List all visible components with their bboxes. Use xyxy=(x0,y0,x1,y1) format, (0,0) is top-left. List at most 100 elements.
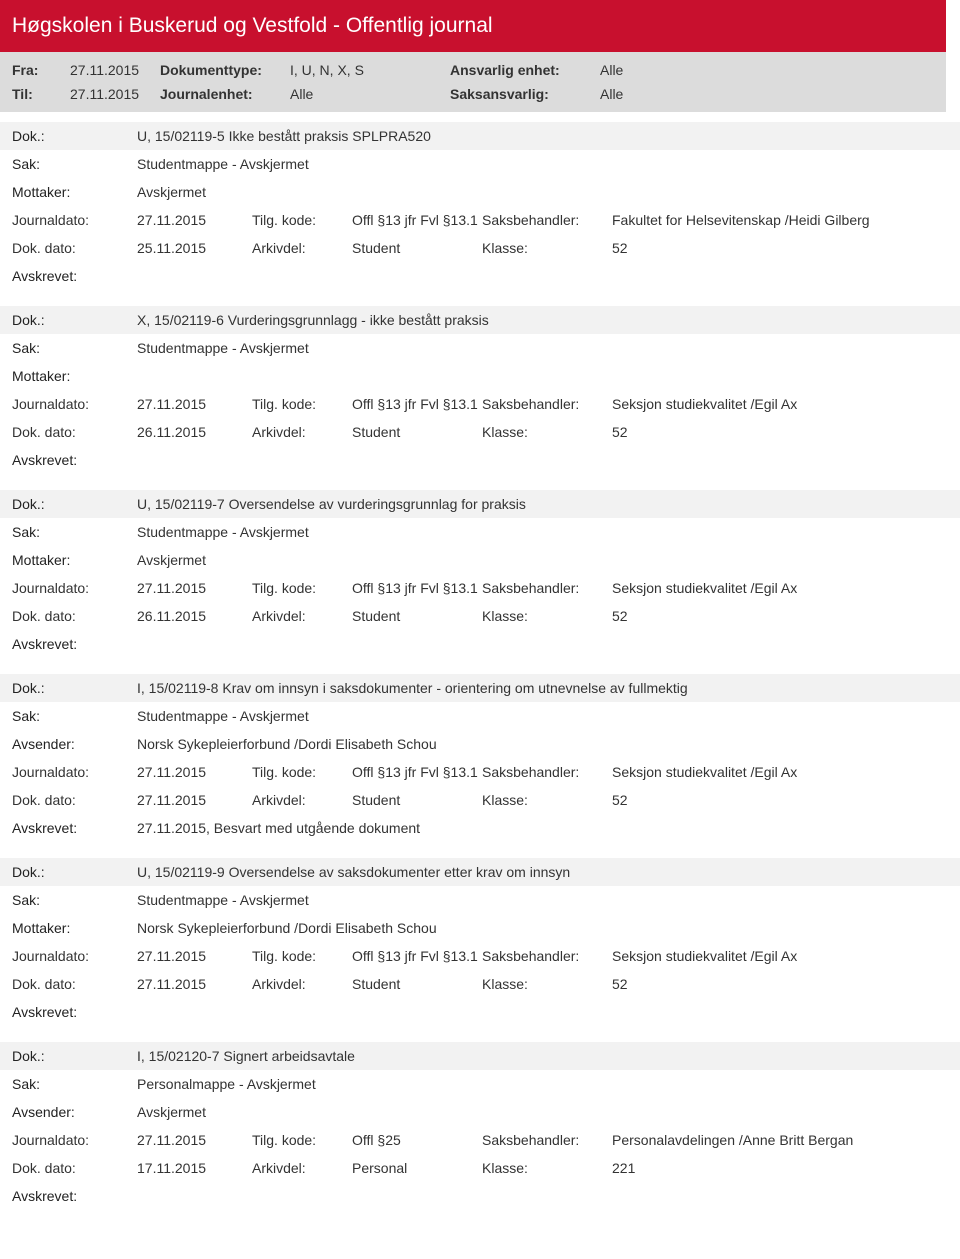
journal-entry: Dok.: U, 15/02119-7 Oversendelse av vurd… xyxy=(0,480,960,664)
tilgkode-value: Offl §13 jfr Fvl §13.1 xyxy=(352,580,482,596)
arkivdel-label: Arkivdel: xyxy=(252,792,352,808)
journalenhet-label: Journalenhet: xyxy=(160,86,290,102)
dok-label: Dok.: xyxy=(12,1048,137,1064)
saksbehandler-value: Seksjon studiekvalitet /Egil Ax xyxy=(612,764,960,780)
tilgkode-value: Offl §13 jfr Fvl §13.1 xyxy=(352,764,482,780)
party-label: Avsender: xyxy=(12,736,137,752)
sak-label: Sak: xyxy=(12,524,137,540)
dok-label: Dok.: xyxy=(12,128,137,144)
journaldato-value: 27.11.2015 xyxy=(137,764,252,780)
party-label: Mottaker: xyxy=(12,552,137,568)
klasse-value: 52 xyxy=(612,608,960,624)
saksbehandler-value: Seksjon studiekvalitet /Egil Ax xyxy=(612,580,960,596)
dok-value: U, 15/02119-5 Ikke bestått praksis SPLPR… xyxy=(137,128,960,144)
arkivdel-label: Arkivdel: xyxy=(252,976,352,992)
journaldato-label: Journaldato: xyxy=(12,948,137,964)
party-label: Avsender: xyxy=(12,1104,137,1120)
arkivdel-label: Arkivdel: xyxy=(252,424,352,440)
sak-label: Sak: xyxy=(12,340,137,356)
arkivdel-value: Student xyxy=(352,608,482,624)
saksbehandler-value: Seksjon studiekvalitet /Egil Ax xyxy=(612,396,960,412)
party-value: Norsk Sykepleierforbund /Dordi Elisabeth… xyxy=(137,920,960,936)
tilgkode-label: Tilg. kode: xyxy=(252,948,352,964)
journal-entry: Dok.: I, 15/02120-7 Signert arbeidsavtal… xyxy=(0,1032,960,1216)
party-label: Mottaker: xyxy=(12,920,137,936)
journal-entry: Dok.: X, 15/02119-6 Vurderingsgrunnlagg … xyxy=(0,296,960,480)
party-value: Norsk Sykepleierforbund /Dordi Elisabeth… xyxy=(137,736,960,752)
filter-bar: Fra: 27.11.2015 Dokumenttype: I, U, N, X… xyxy=(0,52,960,112)
journalenhet-value: Alle xyxy=(290,86,450,102)
avskrevet-label: Avskrevet: xyxy=(12,1004,137,1020)
doktype-value: I, U, N, X, S xyxy=(290,62,450,78)
klasse-label: Klasse: xyxy=(482,424,612,440)
ansvarlig-label: Ansvarlig enhet: xyxy=(450,62,600,78)
tilgkode-label: Tilg. kode: xyxy=(252,764,352,780)
sak-value: Studentmappe - Avskjermet xyxy=(137,156,960,172)
journaldato-value: 27.11.2015 xyxy=(137,948,252,964)
klasse-label: Klasse: xyxy=(482,976,612,992)
journaldato-label: Journaldato: xyxy=(12,396,137,412)
dokdato-label: Dok. dato: xyxy=(12,240,137,256)
journal-entry: Dok.: U, 15/02119-5 Ikke bestått praksis… xyxy=(0,112,960,296)
saksansvarlig-value: Alle xyxy=(600,86,720,102)
ansvarlig-value: Alle xyxy=(600,62,720,78)
dok-label: Dok.: xyxy=(12,680,137,696)
saksbehandler-value: Personalavdelingen /Anne Britt Bergan xyxy=(612,1132,960,1148)
arkivdel-value: Personal xyxy=(352,1160,482,1176)
klasse-value: 52 xyxy=(612,240,960,256)
klasse-value: 52 xyxy=(612,976,960,992)
dok-value: I, 15/02120-7 Signert arbeidsavtale xyxy=(137,1048,960,1064)
dokdato-value: 25.11.2015 xyxy=(137,240,252,256)
dokdato-value: 26.11.2015 xyxy=(137,608,252,624)
tilgkode-label: Tilg. kode: xyxy=(252,212,352,228)
avskrevet-label: Avskrevet: xyxy=(12,1188,137,1204)
tilgkode-label: Tilg. kode: xyxy=(252,580,352,596)
dokdato-value: 27.11.2015 xyxy=(137,976,252,992)
party-label: Mottaker: xyxy=(12,184,137,200)
dokdato-value: 27.11.2015 xyxy=(137,792,252,808)
tilgkode-value: Offl §13 jfr Fvl §13.1 xyxy=(352,948,482,964)
dok-label: Dok.: xyxy=(12,312,137,328)
avskrevet-label: Avskrevet: xyxy=(12,636,137,652)
dok-label: Dok.: xyxy=(12,864,137,880)
klasse-label: Klasse: xyxy=(482,240,612,256)
dokdato-value: 26.11.2015 xyxy=(137,424,252,440)
klasse-value: 52 xyxy=(612,424,960,440)
saksbehandler-label: Saksbehandler: xyxy=(482,580,612,596)
sak-label: Sak: xyxy=(12,892,137,908)
saksbehandler-value: Fakultet for Helsevitenskap /Heidi Gilbe… xyxy=(612,212,960,228)
journal-entry: Dok.: U, 15/02119-9 Oversendelse av saks… xyxy=(0,848,960,1032)
dok-value: U, 15/02119-9 Oversendelse av saksdokume… xyxy=(137,864,960,880)
saksbehandler-label: Saksbehandler: xyxy=(482,948,612,964)
arkivdel-label: Arkivdel: xyxy=(252,608,352,624)
doktype-label: Dokumenttype: xyxy=(160,62,290,78)
tilgkode-label: Tilg. kode: xyxy=(252,396,352,412)
klasse-value: 52 xyxy=(612,792,960,808)
dok-label: Dok.: xyxy=(12,496,137,512)
dokdato-label: Dok. dato: xyxy=(12,1160,137,1176)
arkivdel-label: Arkivdel: xyxy=(252,1160,352,1176)
avskrevet-label: Avskrevet: xyxy=(12,452,137,468)
party-value: Avskjermet xyxy=(137,1104,960,1120)
tilgkode-value: Offl §25 xyxy=(352,1132,482,1148)
arkivdel-value: Student xyxy=(352,240,482,256)
saksansvarlig-label: Saksansvarlig: xyxy=(450,86,600,102)
dokdato-label: Dok. dato: xyxy=(12,608,137,624)
saksbehandler-label: Saksbehandler: xyxy=(482,1132,612,1148)
tilgkode-label: Tilg. kode: xyxy=(252,1132,352,1148)
journal-entry: Dok.: I, 15/02119-8 Krav om innsyn i sak… xyxy=(0,664,960,848)
page-title: Høgskolen i Buskerud og Vestfold - Offen… xyxy=(0,0,960,52)
sak-value: Studentmappe - Avskjermet xyxy=(137,340,960,356)
party-label: Mottaker: xyxy=(12,368,137,384)
journaldato-label: Journaldato: xyxy=(12,212,137,228)
klasse-label: Klasse: xyxy=(482,792,612,808)
arkivdel-value: Student xyxy=(352,792,482,808)
dokdato-label: Dok. dato: xyxy=(12,976,137,992)
klasse-label: Klasse: xyxy=(482,608,612,624)
sak-value: Studentmappe - Avskjermet xyxy=(137,524,960,540)
arkivdel-value: Student xyxy=(352,424,482,440)
sak-value: Studentmappe - Avskjermet xyxy=(137,708,960,724)
dokdato-label: Dok. dato: xyxy=(12,424,137,440)
sak-label: Sak: xyxy=(12,708,137,724)
til-label: Til: xyxy=(0,86,70,102)
